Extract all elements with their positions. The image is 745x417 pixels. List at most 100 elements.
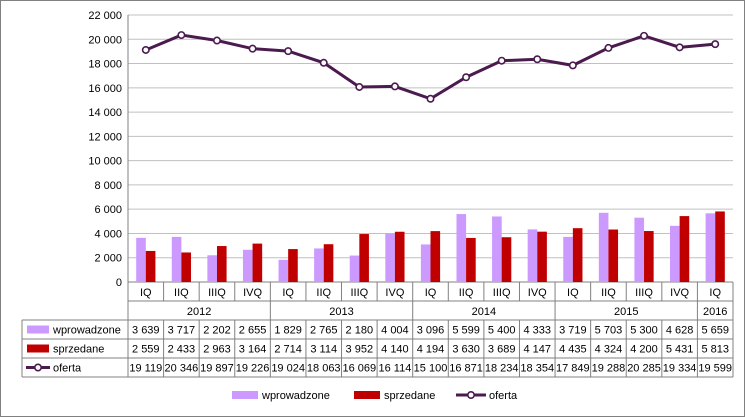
legend-key-wprowadzone	[232, 391, 258, 399]
data-label-wprowadzone: 4 004	[381, 325, 409, 337]
point-oferta	[568, 61, 577, 70]
data-label-wprowadzone: 3 096	[417, 325, 445, 337]
table-row-label: sprzedane	[53, 344, 104, 356]
quarter-label: IVQ	[528, 287, 547, 299]
bar-sprzedane	[644, 231, 654, 282]
year-label: 2012	[187, 306, 211, 318]
data-label-sprzedane: 5 431	[666, 344, 694, 356]
data-label-sprzedane: 2 433	[168, 344, 196, 356]
quarter-label: IIQ	[174, 287, 189, 299]
bar-sprzedane	[288, 249, 298, 282]
bar-wprowadzone	[278, 259, 289, 282]
year-label: 2013	[329, 306, 353, 318]
point-oferta	[462, 73, 471, 82]
point-oferta	[177, 31, 186, 40]
bar-sprzedane	[466, 237, 476, 282]
bar-wprowadzone	[670, 225, 680, 282]
legend-label: oferta	[489, 390, 518, 402]
quarter-label: IIIQ	[208, 287, 226, 299]
data-label-wprowadzone: 1 829	[274, 325, 302, 337]
data-label-oferta: 20 346	[165, 363, 199, 375]
bar-wprowadzone	[385, 233, 395, 282]
bar-sprzedane	[145, 250, 156, 282]
bar-wprowadzone	[563, 236, 573, 282]
y-tick-label: 12 000	[88, 131, 122, 143]
data-label-wprowadzone: 3 719	[559, 325, 587, 337]
point-oferta	[533, 55, 542, 64]
quarter-label: IIQ	[316, 287, 331, 299]
year-label: 2016	[703, 306, 727, 318]
table-row-label: oferta	[53, 363, 82, 375]
y-tick-label: 20 000	[88, 34, 122, 46]
legend-key-sprzedane	[354, 391, 380, 399]
point-oferta	[319, 58, 328, 67]
bar-wprowadzone	[598, 212, 609, 282]
point-oferta	[355, 82, 364, 91]
bar-sprzedane	[216, 246, 227, 282]
y-tick-label: 8 000	[94, 180, 122, 192]
data-label-wprowadzone: 2 180	[346, 325, 374, 337]
legend-label: sprzedane	[384, 390, 435, 402]
legend-key-marker-oferta	[466, 390, 475, 399]
data-label-sprzedane: 2 963	[203, 344, 231, 356]
legend: wprowadzone sprzedane oferta	[232, 390, 518, 402]
quarter-label: IIIQ	[350, 287, 368, 299]
bar-sprzedane	[359, 234, 369, 282]
bar-sprzedane	[323, 244, 334, 282]
data-label-wprowadzone: 2 655	[239, 325, 267, 337]
data-label-oferta: 20 285	[627, 363, 661, 375]
bar-wprowadzone	[242, 249, 253, 282]
data-label-wprowadzone: 5 703	[595, 325, 623, 337]
bar-sprzedane	[394, 231, 405, 282]
data-label-sprzedane: 4 140	[381, 344, 409, 356]
point-oferta	[390, 82, 399, 91]
data-label-wprowadzone: 2 202	[203, 325, 231, 337]
table-key-sprzedane	[27, 344, 49, 353]
data-label-sprzedane: 4 200	[630, 344, 658, 356]
point-oferta	[640, 31, 649, 40]
bar-wprowadzone	[456, 214, 467, 282]
data-label-wprowadzone: 5 300	[630, 325, 658, 337]
y-tick-label: 10 000	[88, 156, 122, 168]
bar-sprzedane	[608, 229, 619, 282]
data-label-sprzedane: 4 147	[523, 344, 551, 356]
y-axis: 0 2 000 4 000 6 000 8 000 10 000 12 000 14 000 1…	[88, 10, 733, 289]
gridlines	[128, 14, 733, 259]
quarter-label: IQ	[709, 287, 721, 299]
data-label-oferta: 15 100	[414, 363, 448, 375]
y-tick-label: 4 000	[94, 228, 122, 240]
table-key-marker-oferta	[33, 363, 42, 372]
data-label-sprzedane: 3 689	[488, 344, 516, 356]
bars	[136, 211, 725, 282]
bar-wprowadzone	[527, 229, 538, 282]
data-label-sprzedane: 3 630	[452, 344, 480, 356]
bar-wprowadzone	[207, 255, 217, 282]
bar-sprzedane	[679, 216, 690, 282]
year-label: 2014	[472, 306, 496, 318]
data-label-wprowadzone: 5 659	[701, 325, 729, 337]
bar-wprowadzone	[705, 213, 716, 282]
quarter-label: IVQ	[670, 287, 689, 299]
y-tick-label: 22 000	[88, 10, 122, 22]
y-tick-label: 2 000	[94, 253, 122, 265]
bar-wprowadzone	[492, 216, 502, 282]
data-label-wprowadzone: 5 599	[452, 325, 480, 337]
bar-sprzedane	[430, 231, 441, 282]
bar-sprzedane	[715, 211, 725, 282]
point-oferta	[426, 94, 435, 103]
bar-sprzedane	[501, 237, 512, 282]
data-label-oferta: 18 234	[485, 363, 519, 375]
data-label-wprowadzone: 3 639	[132, 325, 160, 337]
y-tick-label: 0	[116, 277, 122, 289]
data-label-sprzedane: 3 952	[346, 344, 374, 356]
data-label-oferta: 19 288	[592, 363, 626, 375]
legend-label: wprowadzone	[261, 390, 330, 402]
year-label: 2015	[614, 306, 638, 318]
bar-sprzedane	[252, 243, 263, 282]
data-label-oferta: 18 063	[307, 363, 341, 375]
data-label-oferta: 19 119	[129, 363, 162, 375]
quarter-label: IQ	[567, 287, 579, 299]
data-label-wprowadzone: 5 400	[488, 325, 516, 337]
data-label-wprowadzone: 2 765	[310, 325, 338, 337]
